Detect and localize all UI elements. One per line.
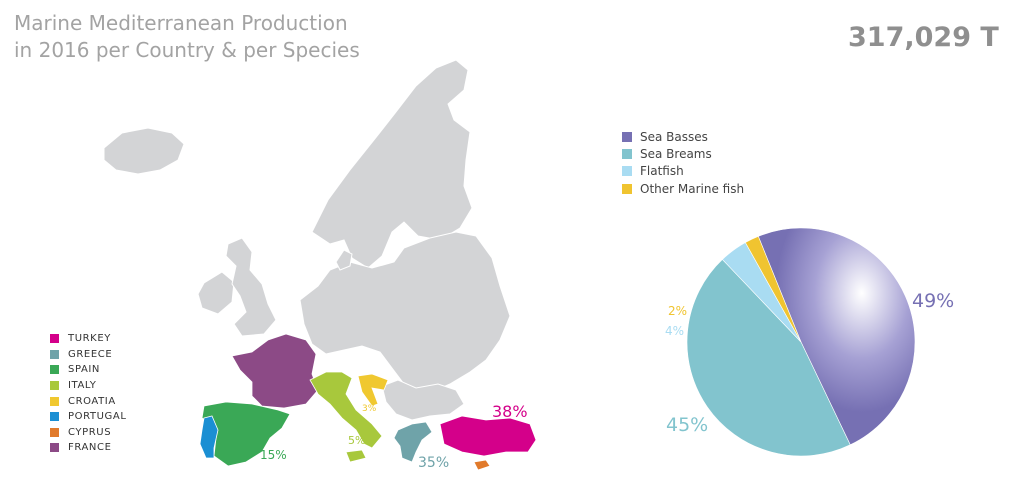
species-legend-item: Sea Basses <box>622 128 744 145</box>
country-legend-swatch <box>50 443 59 453</box>
species-legend-item: Sea Breams <box>622 145 744 162</box>
map-highlighted-countries <box>199 333 537 471</box>
map-country-greece <box>393 421 433 463</box>
country-legend-item: TURKEY <box>50 331 127 347</box>
chart-title: Marine Mediterranean Production in 2016 … <box>14 10 360 64</box>
map-country-turkey <box>439 415 537 457</box>
country-legend-label: TURKEY <box>68 333 111 345</box>
map-value-label: 5% <box>348 434 365 447</box>
map-value-label: 35% <box>418 455 449 471</box>
map-country-uk <box>225 237 277 337</box>
map-country-italy <box>309 371 383 449</box>
country-legend-swatch <box>50 427 59 437</box>
species-legend-swatch <box>622 166 632 177</box>
map-country-mainland <box>299 231 511 399</box>
country-legend-label: PORTUGAL <box>68 411 127 423</box>
country-legend-item: ITALY <box>50 378 127 394</box>
species-legend-swatch <box>622 183 632 194</box>
pie-value-label: 4% <box>665 324 684 338</box>
country-legend-item: SPAIN <box>50 362 127 378</box>
pie-slice <box>686 259 851 457</box>
species-legend: Sea Basses Sea Breams Flatfish Other Marine… <box>622 128 744 197</box>
species-legend-label: Other Marine fish <box>640 181 745 196</box>
country-legend-item: PORTUGAL <box>50 409 127 425</box>
map-value-label: 38% <box>492 402 528 421</box>
country-legend-swatch <box>50 396 59 406</box>
country-legend-label: CROATIA <box>68 395 116 407</box>
map-value-labels: 38% 35% 15% 5% 3% <box>260 402 528 471</box>
map-value-label: 3% <box>362 404 377 414</box>
country-legend-item: CYPRUS <box>50 425 127 441</box>
pie-value-label: 2% <box>668 304 687 318</box>
pie-slice <box>757 227 916 446</box>
map-country-balkans <box>381 379 465 421</box>
pie-slices <box>686 227 916 457</box>
country-legend-swatch <box>50 412 59 422</box>
country-legend-label: GREECE <box>68 348 113 360</box>
map-base-countries <box>103 59 511 421</box>
species-legend-label: Sea Basses <box>640 129 708 144</box>
map-value-label: 15% <box>260 448 287 462</box>
pie-value-label: 49% <box>912 290 954 312</box>
map-country-croatia <box>357 373 389 407</box>
map-country-cyprus <box>473 459 491 471</box>
species-legend-item: Flatfish <box>622 163 744 180</box>
country-legend-label: CYPRUS <box>68 426 112 438</box>
species-legend-item: Other Marine fish <box>622 180 744 197</box>
map-country-iceland <box>103 127 185 175</box>
map-country-sicily <box>345 449 367 463</box>
species-legend-label: Flatfish <box>640 164 684 179</box>
map-country-scandinavia <box>311 59 473 269</box>
country-legend: TURKEY GREECE SPAIN ITALY CROATIA PORTUGAL CYP… <box>50 331 127 456</box>
map-country-ireland <box>197 271 235 315</box>
country-legend-item: FRANCE <box>50 440 127 456</box>
chart-title-line2: in 2016 per Country & per Species <box>14 38 360 62</box>
country-legend-label: FRANCE <box>68 442 112 454</box>
map-country-denmark <box>335 249 353 271</box>
map-country-portugal <box>199 415 219 459</box>
species-legend-swatch <box>622 148 632 159</box>
country-legend-item: CROATIA <box>50 393 127 409</box>
country-legend-label: SPAIN <box>68 364 101 376</box>
country-legend-swatch <box>50 334 59 344</box>
chart-title-line1: Marine Mediterranean Production <box>14 11 348 35</box>
species-legend-label: Sea Breams <box>640 146 712 161</box>
country-legend-label: ITALY <box>68 380 97 392</box>
country-legend-item: GREECE <box>50 347 127 363</box>
total-production: 317,029 T <box>848 22 999 53</box>
pie-labels: 49% 45% 4% 2% <box>665 290 954 436</box>
pie-slice <box>744 235 802 343</box>
species-legend-swatch <box>622 131 632 142</box>
country-legend-swatch <box>50 365 59 375</box>
pie-value-label: 45% <box>666 414 708 436</box>
country-legend-swatch <box>50 349 59 359</box>
country-legend-swatch <box>50 381 59 391</box>
